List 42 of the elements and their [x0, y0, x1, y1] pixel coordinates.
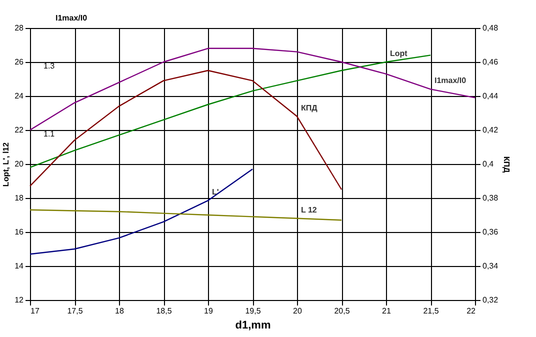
x-tick-label: 22 [466, 306, 476, 316]
y3-tick-label: 1.3 [44, 62, 56, 70]
y-tick-label: 24 [14, 92, 24, 100]
x-axis-title: d1,mm [235, 320, 271, 332]
y-tick-label: 28 [14, 24, 24, 32]
x-tick-label: 20,5 [334, 306, 350, 316]
line-series [29, 168, 254, 255]
series-label: I1max/I0 [434, 76, 467, 86]
y3-tick-label: 1.1 [44, 130, 56, 138]
series-label: Lopt [390, 49, 408, 58]
x-tick-label: 17 [30, 306, 40, 316]
y2-tick-label: 0,38 [482, 194, 499, 202]
x-tick-label: 18 [115, 306, 124, 316]
y-tick-label: 18 [14, 194, 24, 202]
x-tick-label: 21,5 [423, 306, 440, 316]
y-tick-label: 12 [14, 296, 24, 304]
x-tick-label: 18,5 [156, 306, 172, 316]
y-tick-label: 16 [14, 228, 24, 236]
x-tick-label: 19,5 [245, 306, 262, 316]
y-tick-label: 20 [14, 160, 24, 168]
series-label: L' [212, 188, 219, 197]
y-tick-label: 22 [14, 126, 24, 134]
y3-axis-title: I1max/I0 [56, 14, 88, 22]
y2-axis-title: КПД [502, 156, 512, 173]
y2-tick-label: 0,48 [482, 24, 499, 32]
line-series [29, 70, 342, 190]
x-tick-label: 20 [293, 306, 302, 316]
x-tick-label: 19 [204, 306, 214, 316]
y-axis-title: Lopt, L', l12 [2, 142, 11, 187]
x-tick-label: 17,5 [67, 306, 84, 316]
y-tick-label: 14 [14, 262, 24, 270]
y2-tick-label: 0,32 [482, 296, 499, 304]
x-tick-label: 21 [382, 306, 392, 316]
y2-tick-label: 0,46 [482, 58, 499, 66]
series-label: КПД [301, 103, 318, 112]
series-label: L 12 [301, 205, 318, 214]
y2-tick-label: 0,42 [482, 126, 499, 134]
y-tick-label: 26 [14, 58, 24, 66]
y2-tick-label: 0,34 [482, 262, 499, 270]
y2-tick-label: 0,36 [482, 228, 499, 236]
y2-tick-label: 0,4 [482, 160, 494, 168]
y2-tick-label: 0,44 [482, 92, 499, 100]
